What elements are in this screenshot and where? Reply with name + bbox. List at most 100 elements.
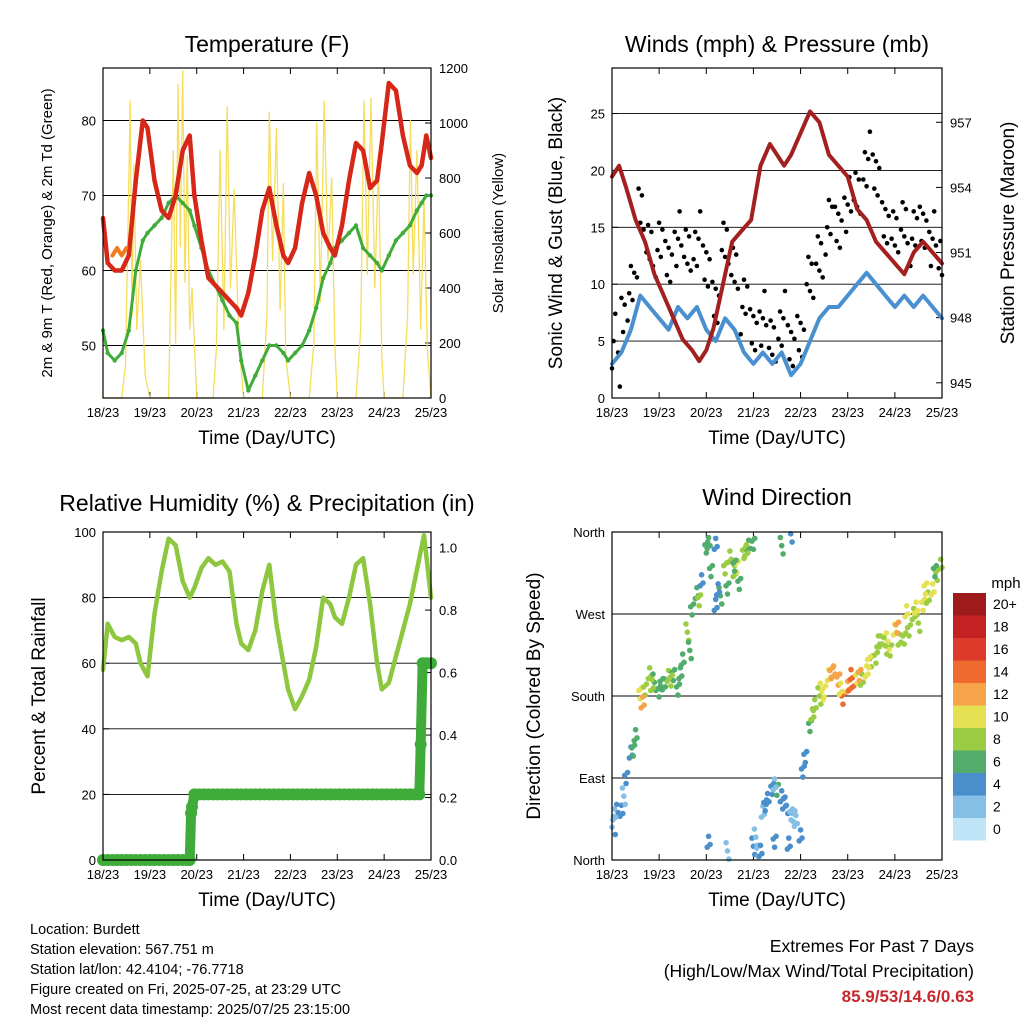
x-tick-label: 19/23 [134, 405, 167, 420]
direction-point [688, 655, 694, 662]
dewpoint-point [253, 373, 258, 378]
gust-point [920, 211, 926, 216]
x-tick-label: 18/23 [87, 867, 120, 882]
legend-swatch [953, 615, 986, 638]
direction-point [907, 622, 914, 628]
y-right-tick-label: 1.0 [439, 541, 457, 556]
direction-point [612, 831, 619, 838]
direction-point [646, 665, 653, 671]
direction-point [867, 654, 874, 660]
precipitation-point [413, 788, 426, 801]
dewpoint-point [299, 343, 305, 348]
chart-title: Wind Direction [702, 484, 852, 510]
gust-point [823, 252, 828, 257]
direction-point [703, 550, 710, 556]
direction-point [792, 808, 798, 814]
direction-point [621, 793, 627, 799]
winds-pressure-panel: Winds (mph) & Pressure (mb) 0 5 10 15 20 25 945… [546, 31, 1019, 449]
gust-point [660, 227, 665, 232]
y-right-axis-label: Solar Insolation (Yellow) [490, 153, 507, 313]
dewpoint-point [314, 305, 319, 311]
x-axis-label: Time (Day/UTC) [198, 890, 336, 911]
gust-point [704, 250, 709, 255]
direction-point [866, 665, 872, 671]
gust-point [788, 329, 794, 335]
legend-label: 14 [993, 664, 1009, 680]
gust-point [641, 227, 646, 232]
x-tick-label: 22/23 [274, 867, 307, 882]
y-right-tick-label: 948 [950, 311, 972, 326]
dewpoint-point [374, 260, 380, 266]
direction-point [726, 856, 732, 862]
gust-point [702, 277, 707, 283]
gust-point [777, 309, 783, 314]
x-tick-label: 20/23 [180, 405, 213, 420]
direction-point [811, 696, 818, 703]
dewpoint-point [166, 200, 171, 206]
direction-point [650, 671, 656, 677]
x-tick-label: 22/23 [784, 867, 817, 882]
y-right-tick-label: 954 [950, 180, 972, 195]
gust-point [779, 343, 784, 349]
gust-point [848, 209, 854, 214]
direction-point [865, 671, 871, 677]
chart-title: Winds (mph) & Pressure (mb) [625, 31, 929, 57]
direction-point [920, 607, 926, 614]
dewpoint-point [360, 245, 366, 251]
direction-point [906, 633, 912, 639]
y-tick-label: 10 [591, 277, 605, 292]
y-tick-label: East [579, 771, 605, 786]
direction-point [675, 692, 681, 698]
dewpoint-point [267, 343, 272, 348]
gust-point [933, 243, 939, 248]
gust-point [752, 347, 758, 353]
gust-point [795, 313, 800, 319]
legend-label: 8 [993, 731, 1001, 747]
gust-point [931, 209, 937, 214]
direction-point [631, 742, 638, 748]
direction-point [781, 795, 787, 801]
station-info: Location: Burdett Station elevation: 567… [30, 920, 350, 1020]
gust-point [738, 332, 743, 337]
gust-point [735, 286, 741, 292]
direction-point [848, 685, 855, 691]
gust-point [724, 227, 730, 232]
gust-point [873, 159, 879, 164]
direction-point [698, 572, 705, 578]
direction-point [715, 581, 721, 587]
direction-point [816, 693, 823, 699]
y-tick-label: 60 [82, 656, 96, 671]
direction-point [750, 546, 757, 553]
station-elevation: Station elevation: 567.751 m [30, 942, 214, 958]
gust-point [645, 222, 651, 228]
gust-point [809, 261, 814, 267]
direction-point [809, 706, 816, 712]
gust-point [936, 266, 941, 271]
gust-point [845, 202, 850, 207]
gust-point [664, 272, 670, 278]
gust-point [613, 311, 618, 317]
gust-point [672, 229, 677, 235]
direction-point [790, 818, 797, 825]
direction-point [722, 571, 728, 577]
gust-point [679, 243, 684, 248]
direction-point [679, 673, 685, 679]
direction-point [677, 665, 684, 671]
direction-point [774, 792, 780, 799]
direction-point [751, 826, 758, 832]
gust-point [617, 384, 623, 389]
y-axis-label: Sonic Wind & Gust (Blue, Black) [546, 97, 567, 369]
direction-point [634, 735, 640, 741]
direction-point [828, 675, 834, 682]
x-tick-label: 21/23 [737, 405, 770, 420]
direction-point [874, 649, 881, 656]
direction-point [696, 603, 702, 609]
direction-point [773, 833, 779, 840]
dewpoint-point [105, 350, 110, 356]
gust-point [837, 245, 843, 251]
direction-point [757, 842, 764, 849]
dewpoint-point [133, 268, 138, 273]
gust-point [924, 218, 929, 223]
gust-point [801, 327, 807, 333]
y-tick-label: North [573, 525, 605, 540]
